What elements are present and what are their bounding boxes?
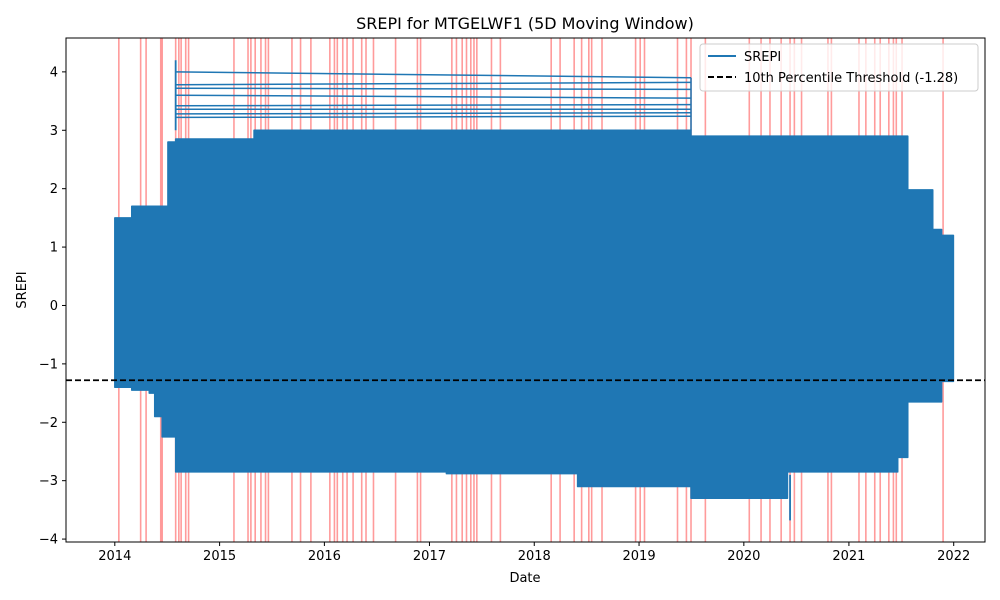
y-axis: −4 −3 −2 −1 0 1 2 3 4 [39, 65, 66, 548]
x-tick-label: 2022 [937, 549, 970, 564]
y-tick-label: 2 [50, 182, 58, 197]
chart-title: SREPI for MTGELWF1 (5D Moving Window) [356, 14, 694, 33]
y-tick-label: −3 [39, 474, 58, 489]
legend-label-srepi: SREPI [744, 50, 781, 65]
srepi-series [114, 60, 955, 521]
legend: SREPI 10th Percentile Threshold (-1.28) [699, 43, 979, 92]
x-tick-label: 2014 [98, 549, 131, 564]
x-tick-label: 2016 [308, 549, 341, 564]
srepi-line [114, 129, 955, 499]
x-tick-label: 2015 [203, 549, 236, 564]
x-tick-label: 2017 [413, 549, 446, 564]
y-tick-label: 1 [50, 241, 58, 256]
x-tick-label: 2021 [832, 549, 865, 564]
srepi-segment [175, 115, 692, 119]
y-tick-label: 3 [50, 124, 58, 139]
y-axis-title: SREPI [15, 271, 30, 308]
x-tick-label: 2018 [518, 549, 551, 564]
x-axis: 2014 2015 2016 2017 2018 2019 2020 2021 2022 [98, 542, 970, 564]
x-tick-label: 2019 [623, 549, 656, 564]
srepi-segment [175, 112, 692, 115]
legend-box [699, 43, 979, 92]
x-axis-title: Date [509, 571, 540, 586]
y-tick-label: −1 [39, 357, 58, 372]
srepi-segment [175, 87, 692, 91]
srepi-segment [175, 94, 692, 99]
srepi-segment [175, 81, 692, 86]
x-tick-label: 2020 [727, 549, 760, 564]
y-tick-label: 0 [50, 299, 58, 314]
legend-label-threshold: 10th Percentile Threshold (-1.28) [744, 71, 958, 86]
y-tick-label: 4 [50, 65, 58, 80]
srepi-segment [175, 103, 692, 107]
srepi-segment [175, 71, 692, 79]
y-tick-label: −2 [39, 416, 58, 431]
y-tick-label: −4 [39, 533, 58, 548]
plot-frame [65, 37, 986, 543]
